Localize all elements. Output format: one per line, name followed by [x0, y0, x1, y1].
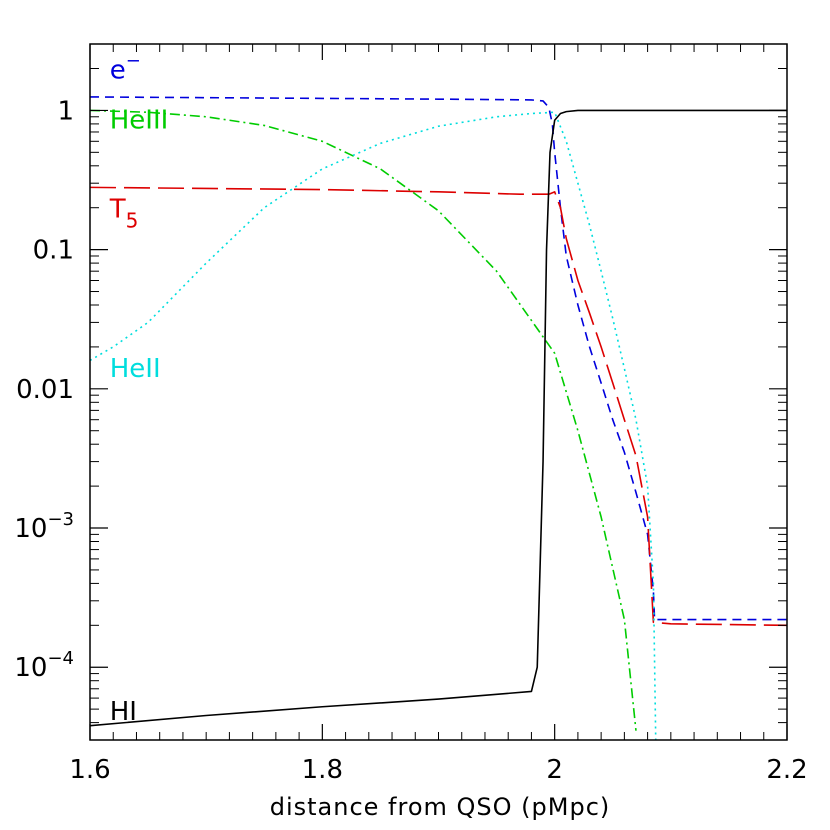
series-layer — [90, 96, 787, 740]
series-label-sup: − — [126, 50, 141, 71]
x-tick-label: 2 — [546, 755, 563, 785]
series-label-heiii: HeIII — [110, 106, 169, 136]
y-tick-value: 1 — [57, 96, 74, 126]
x-tick-label: 1.6 — [69, 755, 110, 785]
series-line-t5 — [90, 186, 787, 627]
labels-layer: e− HeIII T5 HeII HI — [109, 50, 169, 727]
y-tick-value: 0.1 — [33, 236, 74, 266]
series-label-base: T — [109, 195, 126, 225]
x-axis-label: distance from QSO (pMpc) — [270, 793, 611, 821]
series-label-heii: HeII — [110, 354, 161, 384]
y-tick-exponent: −3 — [47, 509, 74, 530]
series-line-heiii — [90, 109, 637, 731]
series-line-e-minus — [90, 96, 787, 621]
series-label-base: HeII — [110, 354, 161, 384]
y-tick-label: 10−4 — [14, 648, 74, 683]
y-tick-base: 10 — [14, 514, 47, 544]
y-tick-value: 0.01 — [16, 375, 74, 405]
y-tick-label: 0.1 — [33, 236, 74, 266]
plot-frame — [89, 43, 788, 741]
x-tick-label: 2.2 — [766, 755, 807, 785]
series-label-base: HeIII — [110, 106, 169, 136]
series-line-heii — [90, 111, 657, 740]
y-tick-base: 10 — [14, 653, 47, 683]
y-tick-label: 0.01 — [16, 375, 74, 405]
series-label-sub: 5 — [126, 209, 139, 233]
series-label-t5: T5 — [109, 195, 139, 233]
y-tick-label: 1 — [57, 96, 74, 126]
series-label-base: HI — [110, 697, 137, 727]
series-line-hi — [90, 109, 787, 727]
y-tick-label: 10−3 — [14, 509, 74, 544]
x-tick-label: 1.8 — [302, 755, 343, 785]
series-label-hi: HI — [110, 697, 137, 727]
series-label-e-minus: e− — [110, 50, 141, 85]
y-tick-exponent: −4 — [47, 648, 74, 669]
ticks-layer: 1.6 1.8 2 2.210−410−30.010.11 — [14, 43, 808, 785]
series-label-base: e — [110, 55, 126, 85]
